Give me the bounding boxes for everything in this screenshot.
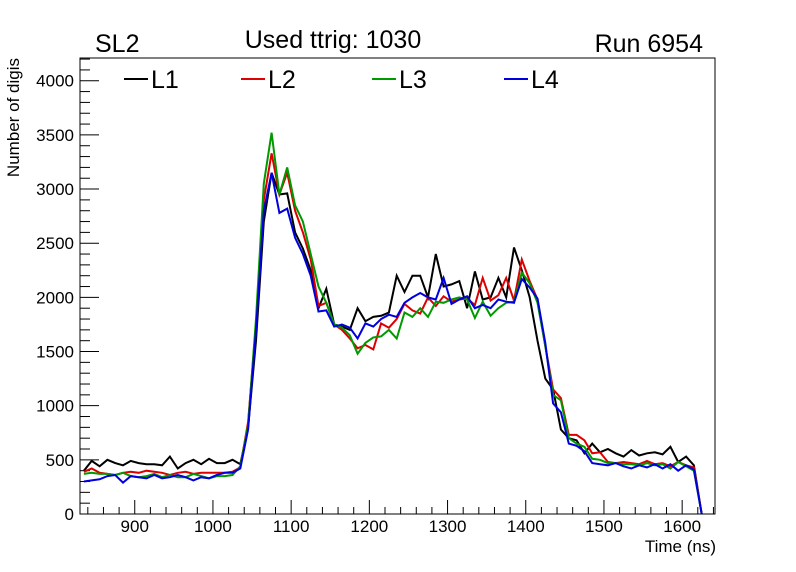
legend-label: L3 (399, 66, 427, 94)
series-line-l4 (83, 172, 703, 515)
x-tick-label: 1500 (585, 517, 623, 536)
y-tick-label: 500 (46, 451, 74, 470)
x-axis-label: Time (ns) (645, 537, 716, 556)
legend-label: L4 (531, 66, 559, 94)
x-tick-label: 1100 (273, 517, 310, 536)
series-line-l3 (83, 132, 703, 515)
x-tick-label: 1000 (194, 517, 232, 536)
x-tick-label: 1600 (663, 517, 701, 536)
title-right: Run 6954 (595, 30, 704, 58)
legend-label: L2 (268, 66, 296, 94)
y-tick-label: 4000 (36, 72, 74, 91)
x-tick-label: 1400 (507, 517, 545, 536)
plot-frame (79, 57, 716, 515)
y-tick-label: 2000 (36, 288, 74, 307)
y-axis-label: Number of digis (4, 58, 23, 177)
x-tick-label: 900 (121, 517, 149, 536)
series-line-l1 (83, 172, 703, 515)
y-tick-label: 1000 (36, 397, 74, 416)
title-center: Used ttrig: 1030 (245, 26, 422, 54)
y-tick-label: 3500 (36, 126, 74, 145)
series-line-l2 (83, 153, 703, 515)
y-tick-label: 0 (65, 505, 74, 524)
y-tick-label: 2500 (36, 234, 74, 253)
legend-label: L1 (151, 66, 179, 94)
x-tick-label: 1200 (350, 517, 388, 536)
y-tick-label: 3000 (36, 180, 74, 199)
x-tick-label: 1300 (429, 517, 467, 536)
title-left: SL2 (95, 30, 139, 58)
y-tick-label: 1500 (36, 343, 74, 362)
